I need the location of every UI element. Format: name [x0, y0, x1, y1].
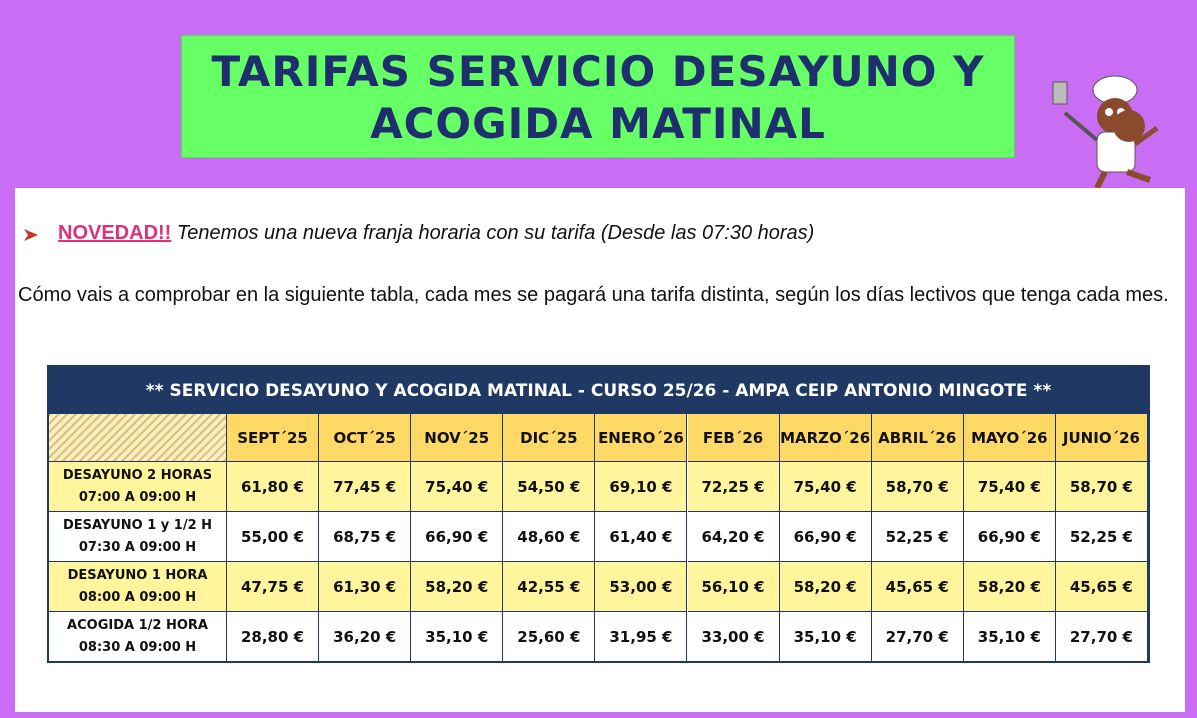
price-cell: 42,55 €: [503, 562, 596, 612]
notice-text: Tenemos una nueva franja horaria con su …: [176, 222, 815, 244]
month-header: DIC´25: [503, 414, 596, 462]
price-cell: 66,90 €: [963, 512, 1056, 562]
hatch-cell: [49, 414, 227, 462]
price-cell: 45,65 €: [1055, 562, 1148, 612]
price-cell: 66,90 €: [411, 512, 504, 562]
month-header: ENERO´26: [595, 414, 688, 462]
price-cell: 36,20 €: [319, 612, 412, 662]
price-cell: 35,10 €: [963, 612, 1056, 662]
label-line: 07:00 A 09:00 H: [78, 489, 197, 505]
bullet-arrow: [24, 229, 38, 241]
price-cell: 58,70 €: [871, 462, 964, 512]
paragraph: Cómo vais a comprobar en la siguiente ta…: [18, 284, 1169, 306]
price-cell: 58,20 €: [779, 562, 872, 612]
price-cell: 64,20 €: [687, 512, 780, 562]
price-cell: 55,00 €: [227, 512, 320, 562]
price-cell: 75,40 €: [411, 462, 504, 512]
price-cell: 58,70 €: [1055, 462, 1148, 512]
table-title: ** SERVICIO DESAYUNO Y ACOGIDA MATINAL -…: [49, 367, 1148, 414]
price-cell: 28,80 €: [227, 612, 320, 662]
label-line: 08:00 A 09:00 H: [78, 589, 197, 605]
price-table: ** SERVICIO DESAYUNO Y ACOGIDA MATINAL -…: [47, 365, 1150, 663]
month-header: JUNIO´26: [1055, 414, 1148, 462]
label-line: DESAYUNO 2 HORAS: [62, 467, 213, 483]
label-line: 08:30 A 09:00 H: [78, 639, 197, 655]
price-cell: 75,40 €: [779, 462, 872, 512]
label-line: DESAYUNO 1 HORA: [67, 567, 208, 583]
price-cell: 58,20 €: [963, 562, 1056, 612]
price-cell: 72,25 €: [687, 462, 780, 512]
price-cell: 53,00 €: [595, 562, 688, 612]
price-cell: 47,75 €: [227, 562, 320, 612]
month-header: MAYO´26: [963, 414, 1056, 462]
month-header: FEB´26: [687, 414, 780, 462]
price-cell: 66,90 €: [779, 512, 872, 562]
title-line: TARIFAS SERVICIO DESAYUNO Y: [211, 47, 985, 96]
price-cell: 31,95 €: [595, 612, 688, 662]
price-cell: 56,10 €: [687, 562, 780, 612]
chef-icon: [1052, 75, 1159, 190]
row-label: DESAYUNO 1 HORA 08:00 A 09:00 H: [49, 562, 227, 612]
month-header: ABRIL´26: [871, 414, 964, 462]
row-label: ACOGIDA 1/2 HORA 08:30 A 09:00 H: [49, 612, 227, 662]
price-cell: 48,60 €: [503, 512, 596, 562]
notice: NOVEDAD!! Tenemos una nueva franja horar…: [22, 222, 814, 245]
price-cell: 75,40 €: [963, 462, 1056, 512]
month-header: OCT´25: [319, 414, 412, 462]
price-cell: 54,50 €: [503, 462, 596, 512]
title-box: TARIFAS SERVICIO DESAYUNO Y ACOGIDA MATI…: [181, 35, 1015, 158]
month-header: MARZO´26: [779, 414, 872, 462]
price-cell: 45,65 €: [871, 562, 964, 612]
price-cell: 61,80 €: [227, 462, 320, 512]
price-cell: 27,70 €: [1055, 612, 1148, 662]
price-cell: 52,25 €: [1055, 512, 1148, 562]
label-line: 07:30 A 09:00 H: [78, 539, 197, 555]
month-header: NOV´25: [411, 414, 504, 462]
row-label: DESAYUNO 2 HORAS 07:00 A 09:00 H: [49, 462, 227, 512]
row-label: DESAYUNO 1 y 1/2 H 07:30 A 09:00 H: [49, 512, 227, 562]
price-cell: 52,25 €: [871, 512, 964, 562]
price-cell: 35,10 €: [779, 612, 872, 662]
price-cell: 33,00 €: [687, 612, 780, 662]
price-cell: 58,20 €: [411, 562, 504, 612]
label-line: ACOGIDA 1/2 HORA: [67, 617, 208, 633]
notice-highlight: NOVEDAD!!: [58, 222, 172, 244]
price-cell: 61,40 €: [595, 512, 688, 562]
price-cell: 68,75 €: [319, 512, 412, 562]
price-cell: 69,10 €: [595, 462, 688, 512]
price-cell: 25,60 €: [503, 612, 596, 662]
title-line: ACOGIDA MATINAL: [370, 99, 826, 148]
month-header: SEPT´25: [227, 414, 320, 462]
price-cell: 35,10 €: [411, 612, 504, 662]
price-cell: 61,30 €: [319, 562, 412, 612]
label-line: DESAYUNO 1 y 1/2 H: [62, 517, 213, 533]
price-cell: 77,45 €: [319, 462, 412, 512]
price-cell: 27,70 €: [871, 612, 964, 662]
